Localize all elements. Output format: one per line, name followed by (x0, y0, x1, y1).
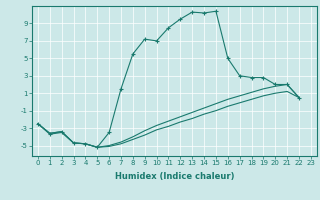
X-axis label: Humidex (Indice chaleur): Humidex (Indice chaleur) (115, 172, 234, 181)
